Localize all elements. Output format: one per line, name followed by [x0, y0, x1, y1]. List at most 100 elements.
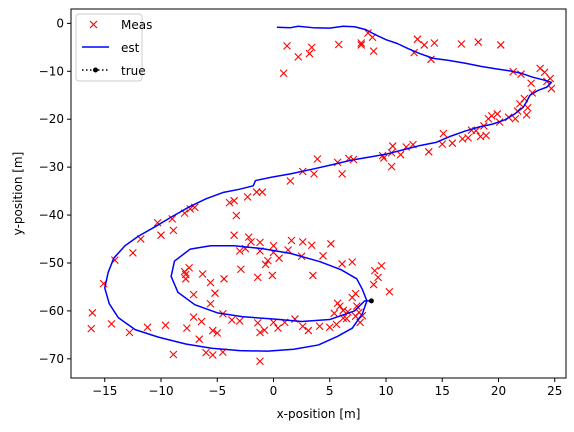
meas-point	[186, 204, 195, 213]
meas-point	[523, 103, 532, 112]
meas-point	[283, 42, 291, 50]
legend-entry-true: true	[82, 64, 146, 78]
y-tick-label: −60	[39, 304, 64, 318]
meas-point	[511, 114, 520, 123]
series-est	[104, 25, 553, 352]
meas-point	[258, 188, 267, 196]
meas-point	[230, 231, 239, 240]
meas-point	[515, 99, 524, 108]
meas-point	[476, 132, 485, 141]
meas-point	[256, 357, 264, 366]
meas-point	[235, 247, 244, 255]
meas-point	[430, 39, 439, 47]
meas-point	[298, 322, 307, 331]
meas-point	[256, 328, 264, 337]
x-tick-label: −15	[92, 384, 117, 398]
meas-point	[169, 350, 178, 359]
meas-point	[305, 49, 314, 58]
meas-point	[338, 260, 347, 268]
meas-point	[493, 110, 502, 118]
meas-point	[247, 238, 255, 246]
meas-point	[458, 134, 467, 143]
meas-point	[189, 313, 198, 322]
meas-point	[208, 351, 217, 359]
meas-point	[540, 68, 549, 77]
meas-point	[243, 192, 252, 201]
series-true	[368, 298, 374, 304]
meas-point	[298, 238, 307, 246]
legend-label-true: true	[121, 64, 146, 78]
meas-point	[330, 309, 339, 318]
meas-point	[370, 266, 379, 275]
meas-point	[198, 270, 207, 278]
meas-point	[547, 84, 556, 93]
meas-point	[213, 329, 222, 337]
meas-point	[269, 241, 278, 250]
meas-point	[268, 271, 277, 280]
meas-point	[236, 265, 245, 274]
meas-point	[206, 299, 215, 308]
meas-point	[256, 238, 264, 247]
meas-point	[189, 290, 198, 299]
meas-point	[313, 155, 322, 163]
plot-frame	[70, 8, 567, 379]
meas-point	[438, 140, 447, 149]
meas-point	[269, 318, 278, 327]
meas-point	[378, 151, 387, 160]
ticks-layer: −15 −10 −5 0 5 10 15 20 250−10−20−30−40−50−60−70	[39, 16, 563, 398]
meas-point	[315, 322, 324, 331]
meas-point	[385, 287, 394, 296]
meas-point	[181, 274, 190, 283]
meas-point	[307, 241, 316, 250]
meas-point	[125, 328, 134, 337]
meas-point	[182, 324, 191, 333]
meas-point	[420, 41, 429, 49]
y-tick-label: −20	[39, 112, 64, 126]
meas-point	[128, 249, 137, 257]
meas-point	[261, 260, 270, 269]
meas-point	[206, 278, 215, 287]
y-tick-label: 0	[56, 16, 64, 30]
meas-point	[348, 258, 357, 266]
meas-point	[275, 254, 284, 263]
meas-point	[235, 317, 244, 325]
legend-label-meas: Meas	[121, 18, 152, 32]
meas-point	[253, 319, 262, 327]
meas-point	[326, 239, 335, 248]
meas-point	[232, 211, 241, 220]
meas-point	[208, 326, 217, 335]
meas-point	[202, 348, 210, 357]
meas-point	[333, 299, 342, 308]
meas-point	[342, 314, 351, 323]
meas-point	[225, 198, 234, 207]
meas-point	[496, 41, 505, 49]
meas-point	[388, 142, 397, 150]
legend-marker-meas	[89, 20, 98, 29]
y-tick-label: −30	[39, 160, 64, 174]
meas-point	[88, 308, 97, 317]
true-point	[368, 298, 374, 304]
meas-point	[169, 226, 178, 235]
legend-label-est: est	[121, 41, 140, 55]
meas-point	[424, 147, 433, 156]
x-tick-label: −5	[208, 384, 226, 398]
est-line	[104, 25, 553, 352]
meas-point	[287, 236, 296, 245]
meas-point	[279, 69, 288, 78]
meas-point	[396, 150, 405, 159]
legend: Meas est true	[75, 13, 152, 82]
meas-point	[484, 114, 493, 123]
meas-point	[153, 218, 162, 227]
meas-point	[352, 302, 361, 311]
meas-point	[220, 274, 228, 283]
meas-point	[244, 233, 253, 241]
y-axis-label: y-position [m]	[11, 152, 25, 236]
legend-marker-true	[93, 67, 98, 73]
x-tick-label: 25	[547, 384, 562, 398]
meas-point	[168, 215, 177, 223]
meas-point	[310, 169, 318, 178]
meas-point	[263, 256, 272, 265]
meas-point	[252, 188, 261, 196]
meas-point	[387, 162, 396, 171]
